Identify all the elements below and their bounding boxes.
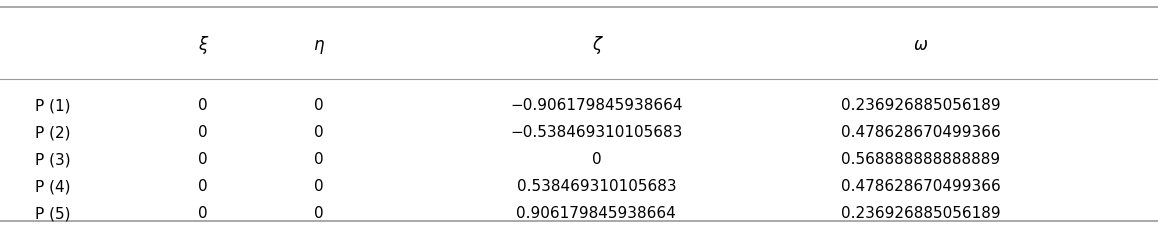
Text: 0: 0 xyxy=(592,152,601,167)
Text: −0.538469310105683: −0.538469310105683 xyxy=(511,125,682,140)
Text: P (1): P (1) xyxy=(35,98,71,113)
Text: 0: 0 xyxy=(314,179,323,194)
Text: ζ: ζ xyxy=(592,36,601,54)
Text: 0.478628670499366: 0.478628670499366 xyxy=(841,179,1001,194)
Text: P (5): P (5) xyxy=(35,206,71,221)
Text: ξ: ξ xyxy=(198,36,207,54)
Text: 0: 0 xyxy=(314,125,323,140)
Text: 0: 0 xyxy=(198,206,207,221)
Text: 0: 0 xyxy=(198,152,207,167)
Text: 0.538469310105683: 0.538469310105683 xyxy=(516,179,676,194)
Text: 0.906179845938664: 0.906179845938664 xyxy=(516,206,676,221)
Text: ω: ω xyxy=(914,36,928,54)
Text: η: η xyxy=(313,36,324,54)
Text: 0.568888888888889: 0.568888888888889 xyxy=(841,152,1001,167)
Text: 0: 0 xyxy=(198,125,207,140)
Text: 0: 0 xyxy=(314,152,323,167)
Text: P (2): P (2) xyxy=(35,125,71,140)
Text: P (4): P (4) xyxy=(35,179,71,194)
Text: 0.236926885056189: 0.236926885056189 xyxy=(841,206,1001,221)
Text: 0: 0 xyxy=(198,179,207,194)
Text: 0: 0 xyxy=(198,98,207,113)
Text: 0: 0 xyxy=(314,206,323,221)
Text: −0.906179845938664: −0.906179845938664 xyxy=(511,98,682,113)
Text: 0: 0 xyxy=(314,98,323,113)
Text: 0.478628670499366: 0.478628670499366 xyxy=(841,125,1001,140)
Text: 0.236926885056189: 0.236926885056189 xyxy=(841,98,1001,113)
Text: P (3): P (3) xyxy=(35,152,71,167)
